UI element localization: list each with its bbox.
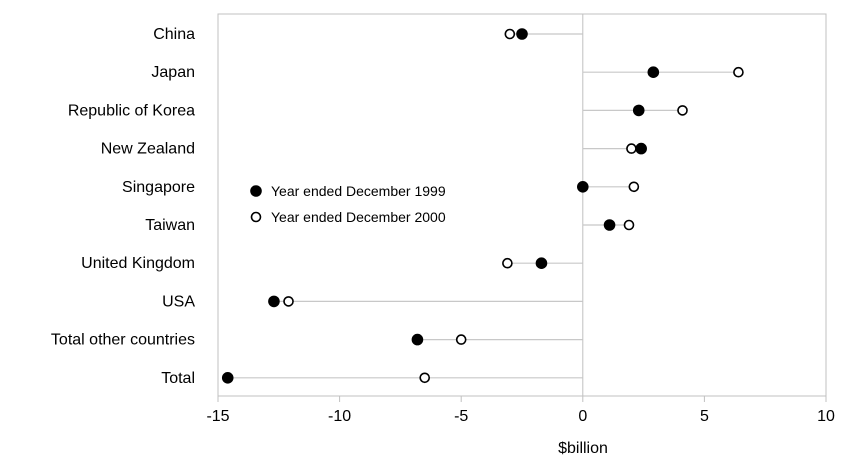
data-point-1999 xyxy=(516,28,528,40)
category-label: Singapore xyxy=(122,179,195,196)
legend-marker-filled xyxy=(250,185,262,197)
category-label: Total other countries xyxy=(51,332,195,349)
data-point-2000 xyxy=(502,257,513,269)
data-point-1999 xyxy=(632,104,645,117)
category-labels: China Japan Republic of Korea New Zealand Si… xyxy=(51,26,195,387)
data-point-2000 xyxy=(623,219,635,231)
plot-frame xyxy=(217,13,827,397)
category-label: USA xyxy=(162,293,195,310)
data-point-1999 xyxy=(411,333,424,346)
data-point-2000 xyxy=(626,143,637,154)
data-point-1999 xyxy=(635,142,647,155)
data-point-2000 xyxy=(504,28,516,40)
legend-marker-open xyxy=(250,211,262,223)
data-point-1999 xyxy=(603,219,616,231)
category-label: Total xyxy=(161,370,195,387)
category-label: United Kingdom xyxy=(81,255,195,272)
data-point-1999 xyxy=(647,66,660,78)
range-lines xyxy=(227,33,739,379)
x-tick-label: 5 xyxy=(700,408,709,425)
category-label: Republic of Korea xyxy=(68,102,195,119)
legend-label-2000: Year ended December 2000 xyxy=(271,209,446,225)
data-point-1999 xyxy=(221,371,234,384)
x-axis-ticks: -15 -10 -5 0 5 10 xyxy=(206,396,835,425)
data-point-2000 xyxy=(628,181,640,193)
x-tick-label: -10 xyxy=(328,408,351,425)
category-label: China xyxy=(153,26,195,43)
data-points xyxy=(221,28,744,384)
data-point-2000 xyxy=(677,105,688,116)
data-point-2000 xyxy=(733,66,744,78)
legend-label-1999: Year ended December 1999 xyxy=(271,183,446,199)
x-tick-label: 0 xyxy=(578,408,587,425)
data-point-1999 xyxy=(268,295,280,308)
legend: Year ended December 1999 Year ended Dece… xyxy=(250,183,446,225)
x-tick-label: 10 xyxy=(817,408,835,425)
plot-area xyxy=(217,13,827,397)
category-label: Japan xyxy=(151,64,195,81)
x-axis-title: $billion xyxy=(558,440,608,457)
category-label: Taiwan xyxy=(145,217,195,234)
data-point-2000 xyxy=(419,372,431,384)
x-tick-label: -5 xyxy=(454,408,468,425)
category-label: New Zealand xyxy=(101,141,195,158)
data-point-2000 xyxy=(283,296,294,307)
data-point-2000 xyxy=(455,334,467,345)
data-point-1999 xyxy=(576,181,589,193)
x-tick-label: -15 xyxy=(206,408,229,425)
data-point-1999 xyxy=(535,257,548,270)
